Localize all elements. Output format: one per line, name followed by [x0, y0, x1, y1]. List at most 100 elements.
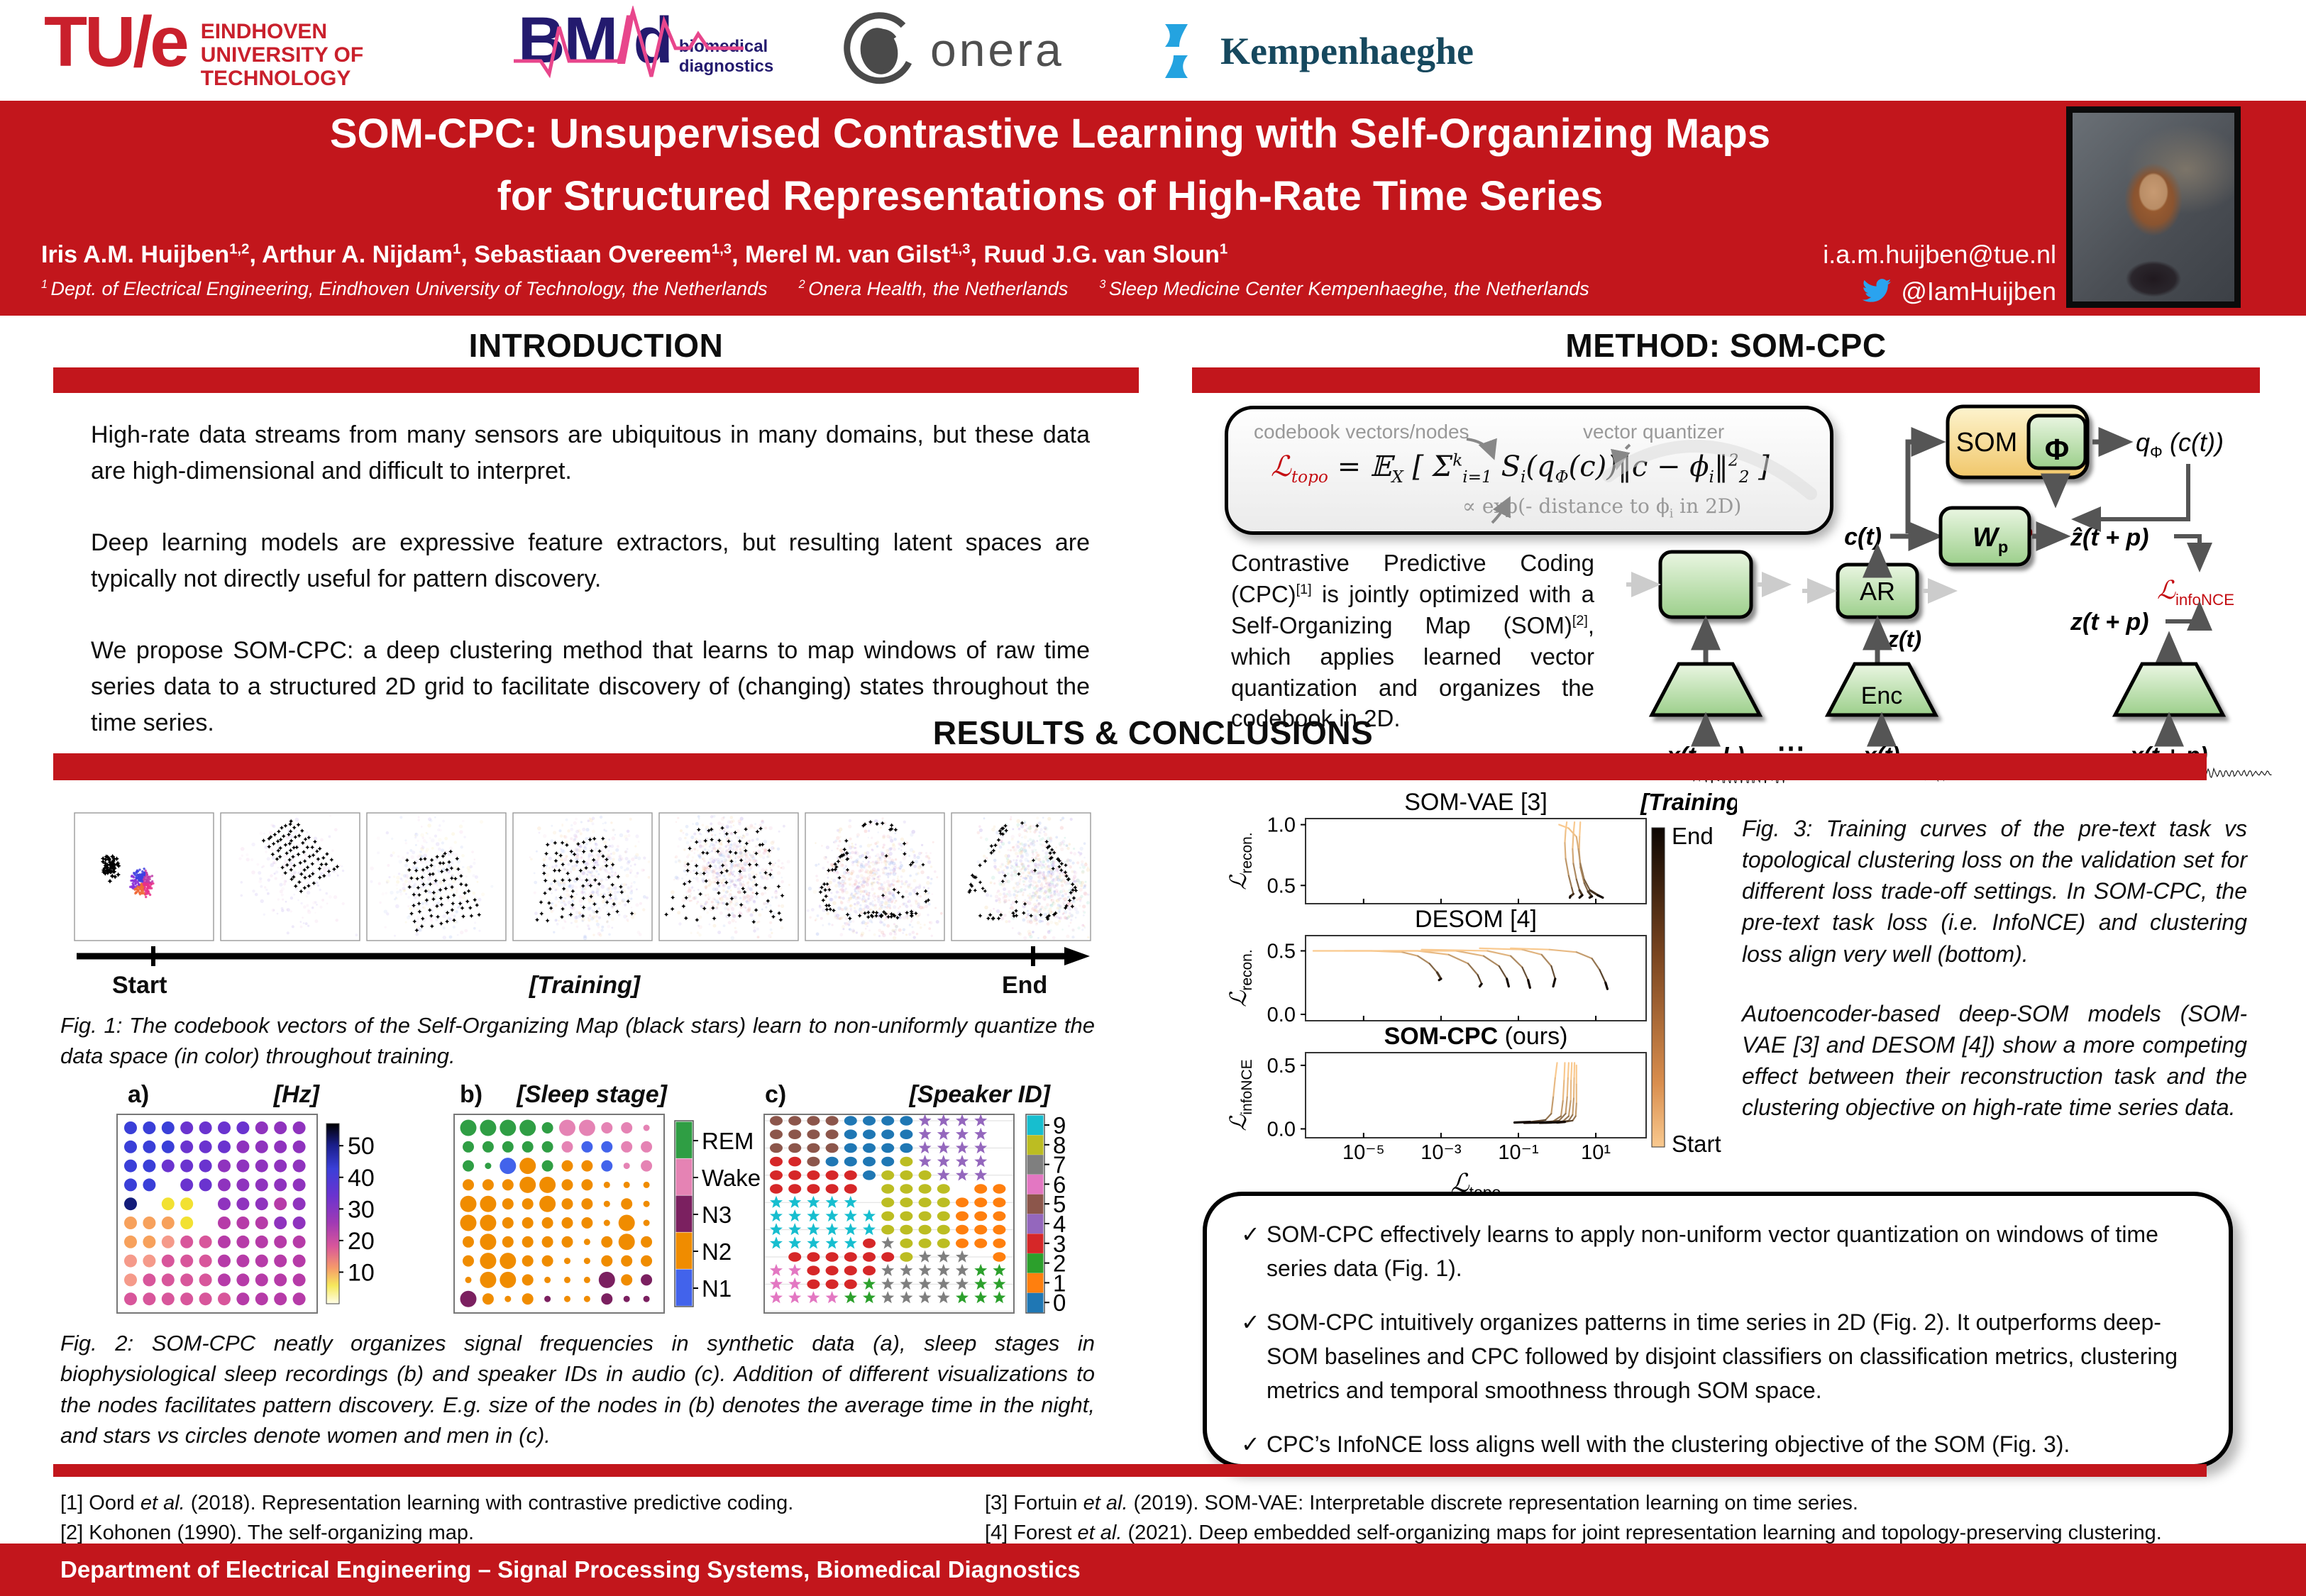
svg-text:ẑ(t + p): ẑ(t + p)	[2070, 524, 2148, 551]
svg-text:Wp: Wp	[1973, 523, 2008, 556]
svg-text:SOM: SOM	[1956, 428, 2018, 458]
svg-text:[Training]: [Training]	[1640, 789, 1737, 815]
fig2a-label: a)	[128, 1081, 150, 1108]
bmd-logo: BM/d biomedical diagnostics	[514, 6, 774, 79]
svg-text:6: 6	[1053, 1171, 1066, 1197]
twitter-handle[interactable]: @IamHuijben	[1861, 277, 2056, 306]
tue-logo-wordmark: TU/e	[44, 2, 189, 82]
method-divider-bar	[1192, 367, 2260, 393]
fig1-panel-6	[805, 812, 945, 941]
intro-heading: INTRODUCTION	[468, 327, 724, 364]
poster-title: SOM-CPC: Unsupervised Contrastive Learni…	[85, 113, 2015, 217]
svg-text:DESOM [4]: DESOM [4]	[1415, 906, 1537, 933]
kempenhaeghe-logo: Kempenhaeghe	[1144, 18, 1474, 84]
svg-text:z(t + p): z(t + p)	[2070, 609, 2148, 636]
footer-band: Department of Electrical Engineering – S…	[0, 1544, 2306, 1596]
svg-text:Φ: Φ	[2045, 433, 2069, 466]
svg-text:1.0: 1.0	[1267, 814, 1296, 837]
svg-text:Wake: Wake	[702, 1165, 761, 1191]
svg-text:Enc: Enc	[1861, 682, 1903, 709]
fig1-axis-start-label: Start	[112, 972, 167, 999]
fig2b-label: b)	[460, 1081, 483, 1108]
authors-line: Iris A.M. Huijben1,2, Arthur A. Nijdam1,…	[41, 241, 1228, 268]
svg-text:ℒrecon.: ℒrecon.	[1225, 949, 1255, 1007]
svg-text:0: 0	[1053, 1290, 1066, 1316]
results-heading: RESULTS & CONCLUSIONS	[932, 714, 1374, 751]
fig3-caption-part2: Autoencoder-based deep-SOM models (SOM-V…	[1742, 1000, 2247, 1121]
method-heading: METHOD: SOM-CPC	[1565, 327, 1887, 364]
svg-text:10⁻³: 10⁻³	[1420, 1141, 1462, 1164]
svg-text:10⁻⁵: 10⁻⁵	[1342, 1141, 1385, 1164]
svg-text:ℒinfoNCE: ℒinfoNCE	[1225, 1059, 1255, 1131]
intro-paragraph-3: We propose SOM-CPC: a deep clustering me…	[91, 637, 1090, 736]
fig1-panel-1	[74, 812, 214, 941]
poster-title-line2: for Structured Representations of High-R…	[497, 173, 1604, 219]
fig2-caption: Fig. 2: SOM-CPC neatly organizes signal …	[60, 1331, 1095, 1448]
svg-text:ℒrecon.: ℒrecon.	[1225, 832, 1255, 890]
svg-text:10: 10	[348, 1259, 375, 1286]
svg-text:Start: Start	[1672, 1131, 1721, 1157]
bmd-logo-text: biomedical diagnostics	[678, 37, 774, 76]
footer-text: Department of Electrical Engineering – S…	[60, 1556, 1081, 1583]
conclusion-item-3: ✓ CPC’s InfoNCE loss aligns well with th…	[1241, 1427, 2192, 1461]
svg-text:20: 20	[348, 1228, 375, 1255]
check-icon: ✓	[1241, 1221, 1260, 1247]
contact-email[interactable]: i.a.m.huijben@tue.nl	[1823, 240, 2056, 269]
fig2b-unit: [Sleep stage]	[517, 1081, 667, 1108]
svg-text:(c(t)): (c(t))	[2170, 428, 2224, 457]
svg-text:AR: AR	[1860, 577, 1895, 606]
svg-text:1: 1	[1053, 1270, 1066, 1296]
svg-text:2: 2	[1053, 1251, 1066, 1277]
intro-paragraph-1: High-rate data streams from many sensors…	[91, 421, 1090, 484]
svg-text:8: 8	[1053, 1132, 1066, 1158]
bmd-logo-wordmark: BM/d	[514, 6, 744, 79]
fig2c-label: c)	[765, 1081, 787, 1108]
kempenhaeghe-logo-icon	[1165, 24, 1188, 78]
fig1-panel-2	[220, 812, 360, 941]
reference-2: [2] Kohonen (1990). The self-organizing …	[60, 1522, 475, 1545]
svg-text:ℒinfoNCE: ℒinfoNCE	[2157, 575, 2234, 609]
svg-text:0.0: 0.0	[1267, 1004, 1296, 1026]
svg-text:0.0: 0.0	[1267, 1118, 1296, 1141]
title-banner: SOM-CPC: Unsupervised Contrastive Learni…	[0, 101, 2306, 316]
vector-quantizer-label: vector quantizer	[1583, 421, 1725, 443]
svg-text:0.5: 0.5	[1267, 875, 1296, 897]
fig3-training-curves: SOM-VAE [3] 1.0 0.5 ℒrecon. DESOM [4] 0.5 0.0 ℒ…	[1225, 789, 1737, 1202]
affiliations-line: 1 Dept. of Electrical Engineering, Eindh…	[41, 278, 1589, 299]
svg-text:End: End	[1672, 823, 1714, 849]
svg-text:N1: N1	[702, 1275, 732, 1302]
reference-1: [1] Oord et al. (2018). Representation l…	[60, 1492, 794, 1514]
onera-logo-wordmark: onera	[930, 23, 1064, 76]
fig2c-unit: [Speaker ID]	[909, 1081, 1050, 1108]
svg-text:z(t): z(t)	[1887, 626, 1921, 652]
svg-text:10⁻¹: 10⁻¹	[1498, 1141, 1539, 1164]
check-icon: ✓	[1241, 1309, 1260, 1335]
fig1-panel-4	[512, 812, 653, 941]
fig1-training-panels	[74, 812, 1096, 941]
fig1-panel-3	[366, 812, 507, 941]
svg-text:30: 30	[348, 1196, 375, 1223]
intro-divider-bar	[53, 367, 1139, 393]
reference-4: [4] Forest et al. (2021). Deep embedded …	[985, 1522, 2162, 1545]
conclusions-box: ✓ SOM-CPC effectively learns to apply no…	[1203, 1192, 2233, 1468]
check-icon: ✓	[1241, 1431, 1260, 1457]
svg-text:SOM-CPC (ours): SOM-CPC (ours)	[1384, 1023, 1568, 1050]
intro-paragraph-2: Deep learning models are expressive feat…	[91, 529, 1090, 592]
fig2a-frequency-map: 10 20 30 40 50	[116, 1114, 375, 1314]
fig1-axis-training-label: [Training]	[529, 972, 641, 999]
references-right: [3] Fortuin et al. (2019). SOM-VAE: Inte…	[985, 1488, 2283, 1548]
fig1-axis-end-label: End	[1002, 972, 1048, 999]
results-divider-bar	[53, 753, 2207, 780]
svg-text:REM: REM	[702, 1128, 754, 1154]
svg-text:0.5: 0.5	[1267, 940, 1296, 963]
twitter-bird-icon	[1863, 279, 1892, 302]
svg-text:qΦ: qΦ	[2136, 428, 2163, 461]
svg-text:SOM-VAE [3]: SOM-VAE [3]	[1404, 789, 1548, 816]
poster-title-line1: SOM-CPC: Unsupervised Contrastive Learni…	[329, 111, 1771, 157]
fig3-caption: Fig. 3: Training curves of the pre-text …	[1742, 813, 2247, 1151]
svg-text:0.5: 0.5	[1267, 1055, 1296, 1077]
fig2b-sleep-stage-map: REM Wake N3 N2 N1	[453, 1114, 761, 1314]
svg-text:N2: N2	[702, 1238, 732, 1265]
references-left: [1] Oord et al. (2018). Representation l…	[60, 1488, 976, 1548]
